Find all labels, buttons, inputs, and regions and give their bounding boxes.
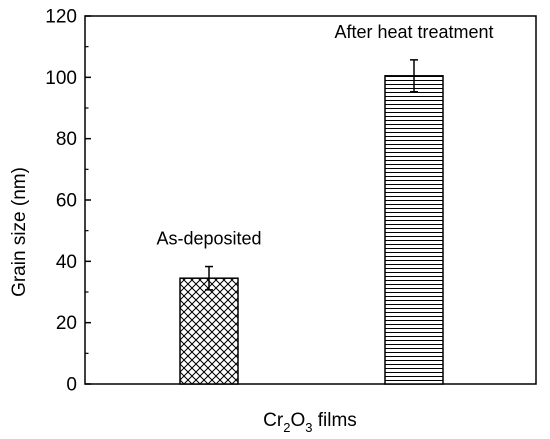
y-tick-label: 80 [56,129,77,150]
y-tick-label: 120 [45,7,77,28]
y-tick-label: 100 [45,68,77,89]
bar-annotations: As-deposited After heat treatment [156,22,493,249]
y-axis-title: Grain size (nm) [9,167,30,297]
y-tick-label: 60 [56,191,77,212]
bar-2 [384,75,444,385]
bar-annotation-1: As-deposited [156,229,261,249]
plot-frame [84,15,537,385]
y-tick-label: 0 [66,375,77,396]
bar-1 [179,277,239,385]
plot-area [84,15,537,385]
y-tick-label: 40 [56,252,77,273]
bars [179,59,444,385]
x-axis-title: Cr2O3 films [263,410,357,435]
y-tick-label: 20 [56,313,77,334]
y-axis-ticks: 0 20 40 60 80 100 120 [45,7,91,396]
bar-annotation-2: After heat treatment [334,22,493,42]
